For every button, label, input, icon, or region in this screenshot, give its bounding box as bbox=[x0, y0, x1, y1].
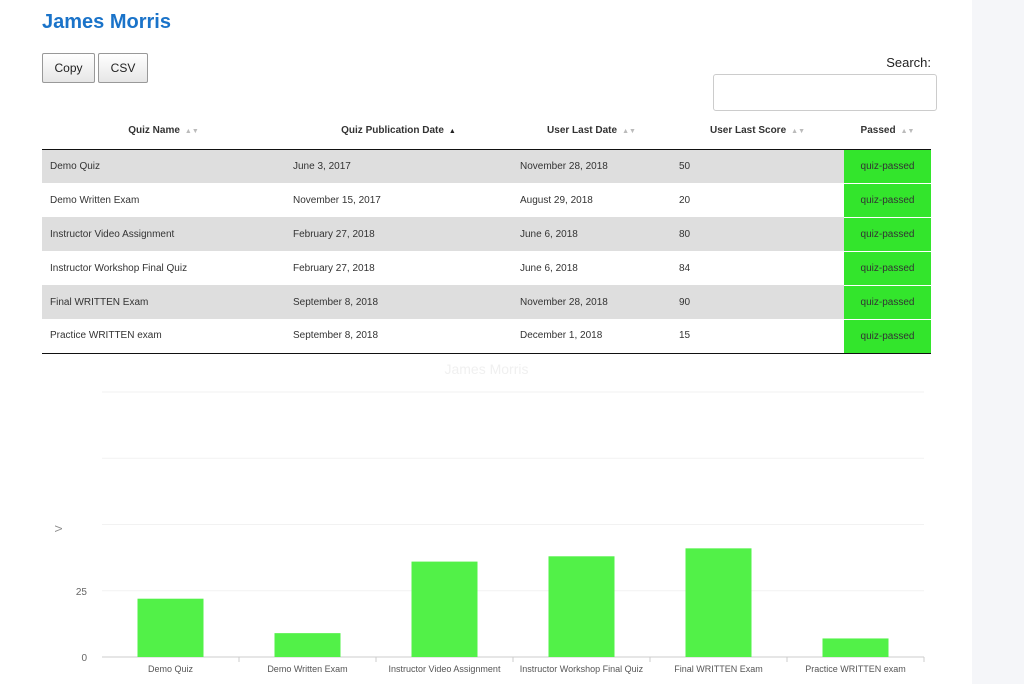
cell-user-last-date: December 1, 2018 bbox=[512, 319, 671, 354]
cell-user-last-date: August 29, 2018 bbox=[512, 183, 671, 217]
column-header-quiz-name[interactable]: Quiz Name ▲▼ bbox=[42, 113, 285, 150]
table-row: Practice WRITTEN exam September 8, 2018 … bbox=[42, 319, 931, 354]
cell-user-last-date: November 28, 2018 bbox=[512, 285, 671, 319]
copy-button[interactable]: Copy bbox=[42, 53, 95, 83]
bar bbox=[685, 548, 752, 657]
bar bbox=[137, 598, 204, 657]
chart-title: James Morris bbox=[444, 361, 529, 377]
sort-ascending-icon: ▲ bbox=[448, 128, 456, 136]
cell-publication-date: February 27, 2018 bbox=[285, 251, 512, 285]
cell-passed: quiz-passed bbox=[844, 251, 931, 286]
column-header-label: Quiz Publication Date bbox=[341, 125, 444, 137]
cell-quiz-name: Practice WRITTEN exam bbox=[42, 319, 285, 354]
x-tick-label: Demo Written Exam bbox=[267, 664, 347, 674]
table-header-row: Quiz Name ▲▼ Quiz Publication Date ▲ User … bbox=[42, 113, 931, 150]
bar bbox=[411, 561, 478, 657]
bar bbox=[548, 556, 615, 657]
sort-icon: ▲▼ bbox=[900, 128, 915, 136]
cell-publication-date: June 3, 2017 bbox=[285, 149, 512, 183]
score-chart: James Morris V 0 25 Demo Quiz Demo Written … bbox=[42, 356, 931, 684]
cell-user-last-score: 15 bbox=[671, 319, 844, 354]
column-header-passed[interactable]: Passed ▲▼ bbox=[844, 113, 931, 150]
csv-button[interactable]: CSV bbox=[98, 53, 148, 83]
column-header-quiz-publication-date[interactable]: Quiz Publication Date ▲ bbox=[285, 113, 512, 150]
cell-passed: quiz-passed bbox=[844, 285, 931, 320]
x-tick-label: Instructor Workshop Final Quiz bbox=[520, 664, 644, 674]
cell-user-last-score: 20 bbox=[671, 183, 844, 217]
cell-quiz-name: Instructor Video Assignment bbox=[42, 217, 285, 251]
x-tick-label: Final WRITTEN Exam bbox=[674, 664, 763, 674]
x-tick-label: Instructor Video Assignment bbox=[389, 664, 501, 674]
cell-user-last-score: 50 bbox=[671, 149, 844, 183]
table-row: Final WRITTEN Exam September 8, 2018 Nov… bbox=[42, 285, 931, 320]
cell-passed: quiz-passed bbox=[844, 319, 931, 354]
cell-quiz-name: Final WRITTEN Exam bbox=[42, 285, 285, 319]
search-input[interactable] bbox=[713, 74, 937, 111]
cell-user-last-date: June 6, 2018 bbox=[512, 251, 671, 285]
quiz-table: Quiz Name ▲▼ Quiz Publication Date ▲ User … bbox=[42, 113, 931, 354]
cell-publication-date: September 8, 2018 bbox=[285, 285, 512, 319]
column-header-label: Quiz Name bbox=[128, 125, 180, 137]
table-row: Instructor Video Assignment February 27,… bbox=[42, 217, 931, 252]
column-header-label: User Last Date bbox=[547, 125, 618, 137]
bar-chart-svg: 0 25 Demo Quiz Demo Written Exam Instructor … bbox=[76, 391, 925, 674]
column-header-label: User Last Score bbox=[709, 125, 787, 137]
sort-icon: ▲▼ bbox=[184, 128, 199, 136]
column-header-user-last-date[interactable]: User Last Date ▲▼ bbox=[512, 113, 671, 150]
search-label: Search: bbox=[886, 55, 931, 70]
cell-publication-date: February 27, 2018 bbox=[285, 217, 512, 251]
x-tick-label: Demo Quiz bbox=[148, 664, 194, 674]
table-row: Demo Written Exam November 15, 2017 Augu… bbox=[42, 183, 931, 218]
right-side-panel bbox=[972, 0, 1024, 684]
cell-passed: quiz-passed bbox=[844, 149, 931, 184]
cell-user-last-score: 90 bbox=[671, 285, 844, 319]
cell-quiz-name: Demo Quiz bbox=[42, 149, 285, 183]
table-row: Demo Quiz June 3, 2017 November 28, 2018… bbox=[42, 149, 931, 184]
cell-publication-date: November 15, 2017 bbox=[285, 183, 512, 217]
cell-user-last-date: November 28, 2018 bbox=[512, 149, 671, 183]
cell-quiz-name: Demo Written Exam bbox=[42, 183, 285, 217]
cell-publication-date: September 8, 2018 bbox=[285, 319, 512, 354]
y-tick-label: 0 bbox=[81, 653, 87, 664]
cell-passed: quiz-passed bbox=[844, 217, 931, 252]
cell-quiz-name: Instructor Workshop Final Quiz bbox=[42, 251, 285, 285]
cell-user-last-score: 80 bbox=[671, 217, 844, 251]
cell-user-last-date: June 6, 2018 bbox=[512, 217, 671, 251]
bar bbox=[274, 633, 341, 657]
cell-user-last-score: 84 bbox=[671, 251, 844, 285]
bar bbox=[822, 638, 889, 657]
x-tick-label: Practice WRITTEN exam bbox=[805, 664, 906, 674]
page-title: James Morris bbox=[42, 11, 171, 33]
sort-icon: ▲▼ bbox=[622, 128, 636, 136]
cell-passed: quiz-passed bbox=[844, 183, 931, 218]
sort-icon: ▲▼ bbox=[791, 128, 805, 136]
column-header-user-last-score[interactable]: User Last Score ▲▼ bbox=[671, 113, 844, 150]
y-tick-label: 25 bbox=[76, 587, 88, 598]
table-row: Instructor Workshop Final Quiz February … bbox=[42, 251, 931, 286]
column-header-label: Passed bbox=[860, 125, 896, 137]
y-axis-title: V bbox=[54, 525, 65, 532]
